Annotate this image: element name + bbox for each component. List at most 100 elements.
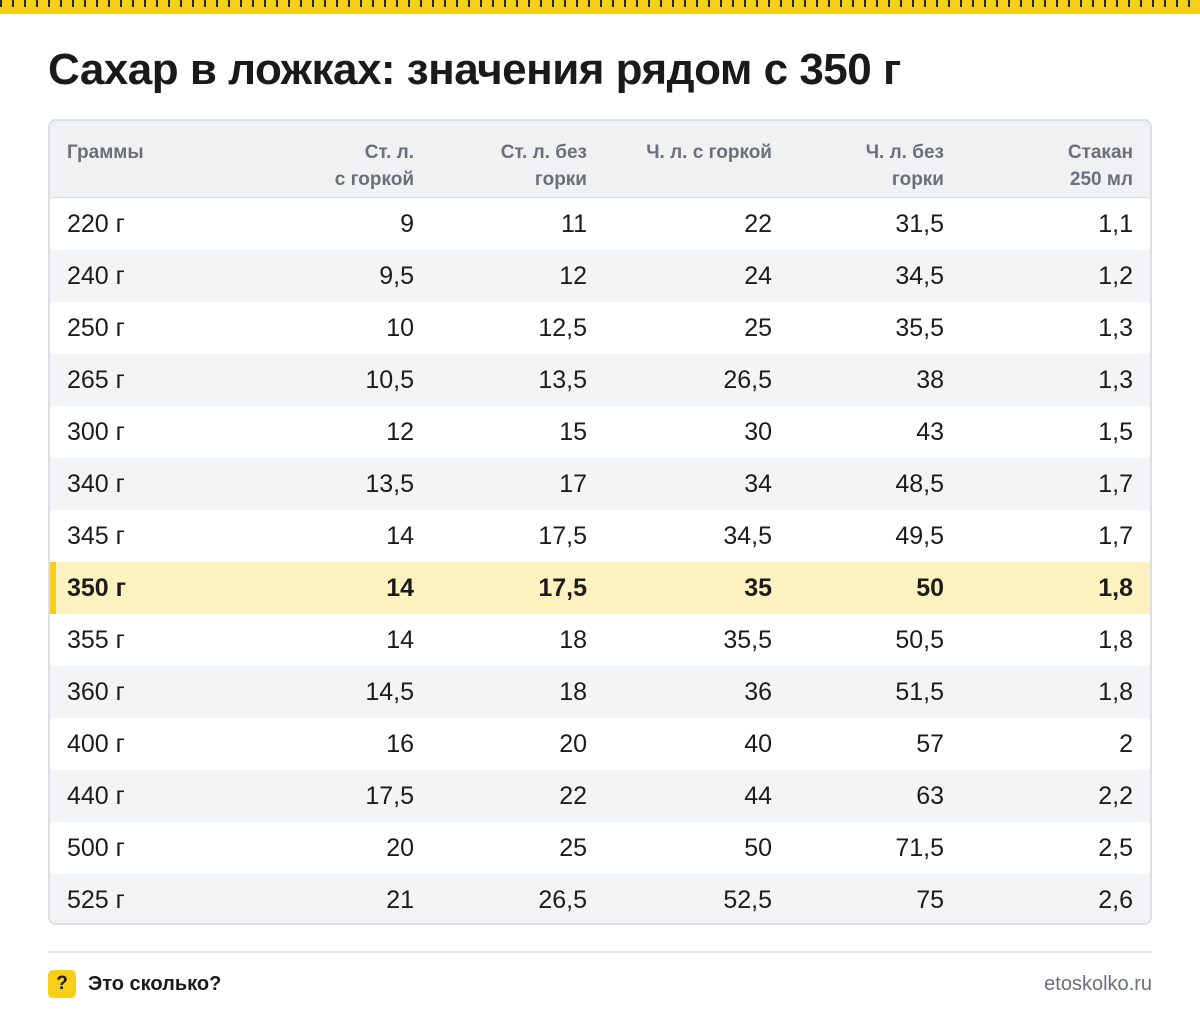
header-line: горки (891, 169, 944, 190)
cell-tsp-heaped: 34,5 (723, 522, 772, 550)
cell-grams: 400 г (67, 730, 125, 758)
cell-grams: 350 г (67, 574, 127, 602)
cell-tsp-heaped: 24 (744, 262, 772, 290)
cell-tsp-level: 71,5 (895, 834, 944, 862)
cell-tsp-heaped: 26,5 (723, 366, 772, 394)
cell-tbsp-heaped: 13,5 (365, 470, 414, 498)
header-glass-250ml: Стакан 250 мл (933, 139, 1133, 193)
cell-glass: 2,5 (1098, 834, 1133, 862)
cell-glass: 1,5 (1098, 418, 1133, 446)
cell-tbsp-heaped: 10 (386, 314, 414, 342)
cell-tbsp-heaped: 21 (386, 886, 414, 914)
cell-glass: 1,1 (1098, 210, 1133, 238)
table-row: 265 г 10,5 13,5 26,5 38 1,3 (50, 354, 1150, 406)
cell-tsp-heaped: 50 (744, 834, 772, 862)
header-grams: Граммы (67, 139, 267, 166)
table-row: 440 г 17,5 22 44 63 2,2 (50, 770, 1150, 822)
cell-tsp-level: 57 (916, 730, 944, 758)
cell-grams: 525 г (67, 886, 125, 914)
cell-tbsp-level: 15 (559, 418, 587, 446)
table-row: 240 г 9,5 12 24 34,5 1,2 (50, 250, 1150, 302)
cell-tbsp-level: 18 (559, 678, 587, 706)
cell-tbsp-level: 12 (559, 262, 587, 290)
conversion-table: Граммы Ст. л. с горкой Ст. л. без горки Ч.… (48, 119, 1152, 925)
cell-grams: 500 г (67, 834, 125, 862)
cell-tsp-heaped: 52,5 (723, 886, 772, 914)
header-tbsp-level: Ст. л. без горки (387, 139, 587, 193)
table-row: 400 г 16 20 40 57 2 (50, 718, 1150, 770)
cell-tbsp-level: 13,5 (538, 366, 587, 394)
cell-tsp-level: 63 (916, 782, 944, 810)
cell-tbsp-level: 17 (559, 470, 587, 498)
cell-tbsp-level: 12,5 (538, 314, 587, 342)
header-tsp-heaped: Ч. л. с горкой (572, 139, 772, 166)
cell-tbsp-heaped: 14,5 (365, 678, 414, 706)
cell-glass: 1,3 (1098, 366, 1133, 394)
highlight-marker (50, 562, 56, 614)
cell-glass: 1,7 (1098, 522, 1133, 550)
cell-tsp-heaped: 22 (744, 210, 772, 238)
cell-tbsp-heaped: 14 (386, 626, 414, 654)
cell-tbsp-level: 17,5 (538, 522, 587, 550)
cell-tbsp-level: 17,5 (538, 574, 587, 602)
header-line: Граммы (67, 142, 144, 163)
table-row: 340 г 13,5 17 34 48,5 1,7 (50, 458, 1150, 510)
cell-tbsp-level: 18 (559, 626, 587, 654)
cell-grams: 250 г (67, 314, 125, 342)
cell-tsp-level: 35,5 (895, 314, 944, 342)
header-line: Ст. л. (364, 142, 414, 163)
cell-tbsp-level: 26,5 (538, 886, 587, 914)
site-link[interactable]: etoskolko.ru (1044, 973, 1152, 995)
cell-tbsp-heaped: 9,5 (379, 262, 414, 290)
cell-tsp-level: 50 (916, 574, 944, 602)
table-row: 525 г 21 26,5 52,5 75 2,6 (50, 874, 1150, 923)
cell-glass: 1,2 (1098, 262, 1133, 290)
footer-divider (48, 951, 1152, 953)
cell-tsp-heaped: 34 (744, 470, 772, 498)
cell-tbsp-heaped: 17,5 (365, 782, 414, 810)
header-line: горки (534, 169, 587, 190)
table-row: 220 г 9 11 22 31,5 1,1 (50, 198, 1150, 250)
header-line: Стакан (1067, 142, 1133, 163)
cell-grams: 355 г (67, 626, 125, 654)
cell-tbsp-heaped: 16 (386, 730, 414, 758)
cell-grams: 265 г (67, 366, 125, 394)
table-row: 345 г 14 17,5 34,5 49,5 1,7 (50, 510, 1150, 562)
cell-tbsp-level: 20 (559, 730, 587, 758)
table-row: 300 г 12 15 30 43 1,5 (50, 406, 1150, 458)
header-line: с горкой (334, 169, 414, 190)
cell-glass: 1,3 (1098, 314, 1133, 342)
cell-grams: 340 г (67, 470, 125, 498)
table-header: Граммы Ст. л. с горкой Ст. л. без горки Ч.… (50, 121, 1150, 198)
table-row: 360 г 14,5 18 36 51,5 1,8 (50, 666, 1150, 718)
cell-tsp-level: 50,5 (895, 626, 944, 654)
cell-tsp-level: 49,5 (895, 522, 944, 550)
cell-grams: 220 г (67, 210, 125, 238)
cell-tbsp-heaped: 14 (386, 522, 414, 550)
table-row: 355 г 14 18 35,5 50,5 1,8 (50, 614, 1150, 666)
cell-tbsp-level: 11 (561, 210, 587, 238)
cell-tbsp-heaped: 20 (386, 834, 414, 862)
cell-tsp-heaped: 30 (744, 418, 772, 446)
cell-tsp-level: 31,5 (895, 210, 944, 238)
cell-grams: 360 г (67, 678, 125, 706)
cell-tsp-heaped: 35 (744, 574, 772, 602)
page-title: Сахар в ложках: значения рядом с 350 г (48, 45, 901, 94)
cell-tsp-level: 38 (916, 366, 944, 394)
header-tbsp-heaped: Ст. л. с горкой (214, 139, 414, 193)
table-row: 250 г 10 12,5 25 35,5 1,3 (50, 302, 1150, 354)
table-row: 500 г 20 25 50 71,5 2,5 (50, 822, 1150, 874)
cell-tbsp-heaped: 10,5 (365, 366, 414, 394)
cell-tbsp-heaped: 12 (386, 418, 414, 446)
cell-tsp-heaped: 35,5 (723, 626, 772, 654)
header-line: Ч. л. с горкой (646, 142, 772, 163)
cell-tsp-level: 34,5 (895, 262, 944, 290)
header-line: Ч. л. без (865, 142, 944, 163)
cell-glass: 1,8 (1098, 574, 1133, 602)
ruler-decoration (0, 0, 1200, 14)
question-mark-icon: ? (48, 970, 76, 998)
cell-grams: 300 г (67, 418, 125, 446)
cell-grams: 440 г (67, 782, 125, 810)
cell-tbsp-level: 22 (559, 782, 587, 810)
cell-tbsp-heaped: 9 (400, 210, 414, 238)
